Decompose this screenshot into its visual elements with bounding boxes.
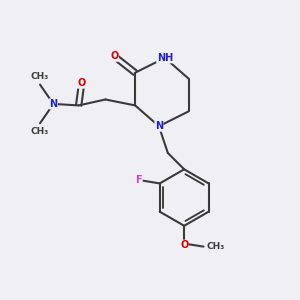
Text: N: N: [155, 121, 163, 131]
Text: O: O: [180, 240, 188, 250]
Text: CH₃: CH₃: [31, 72, 49, 81]
Text: F: F: [136, 176, 142, 185]
Text: O: O: [110, 51, 118, 62]
Text: CH₃: CH₃: [206, 242, 225, 251]
Text: CH₃: CH₃: [31, 127, 49, 136]
Text: O: O: [77, 78, 86, 88]
Text: N: N: [49, 99, 58, 109]
Text: NH: NH: [157, 53, 173, 63]
